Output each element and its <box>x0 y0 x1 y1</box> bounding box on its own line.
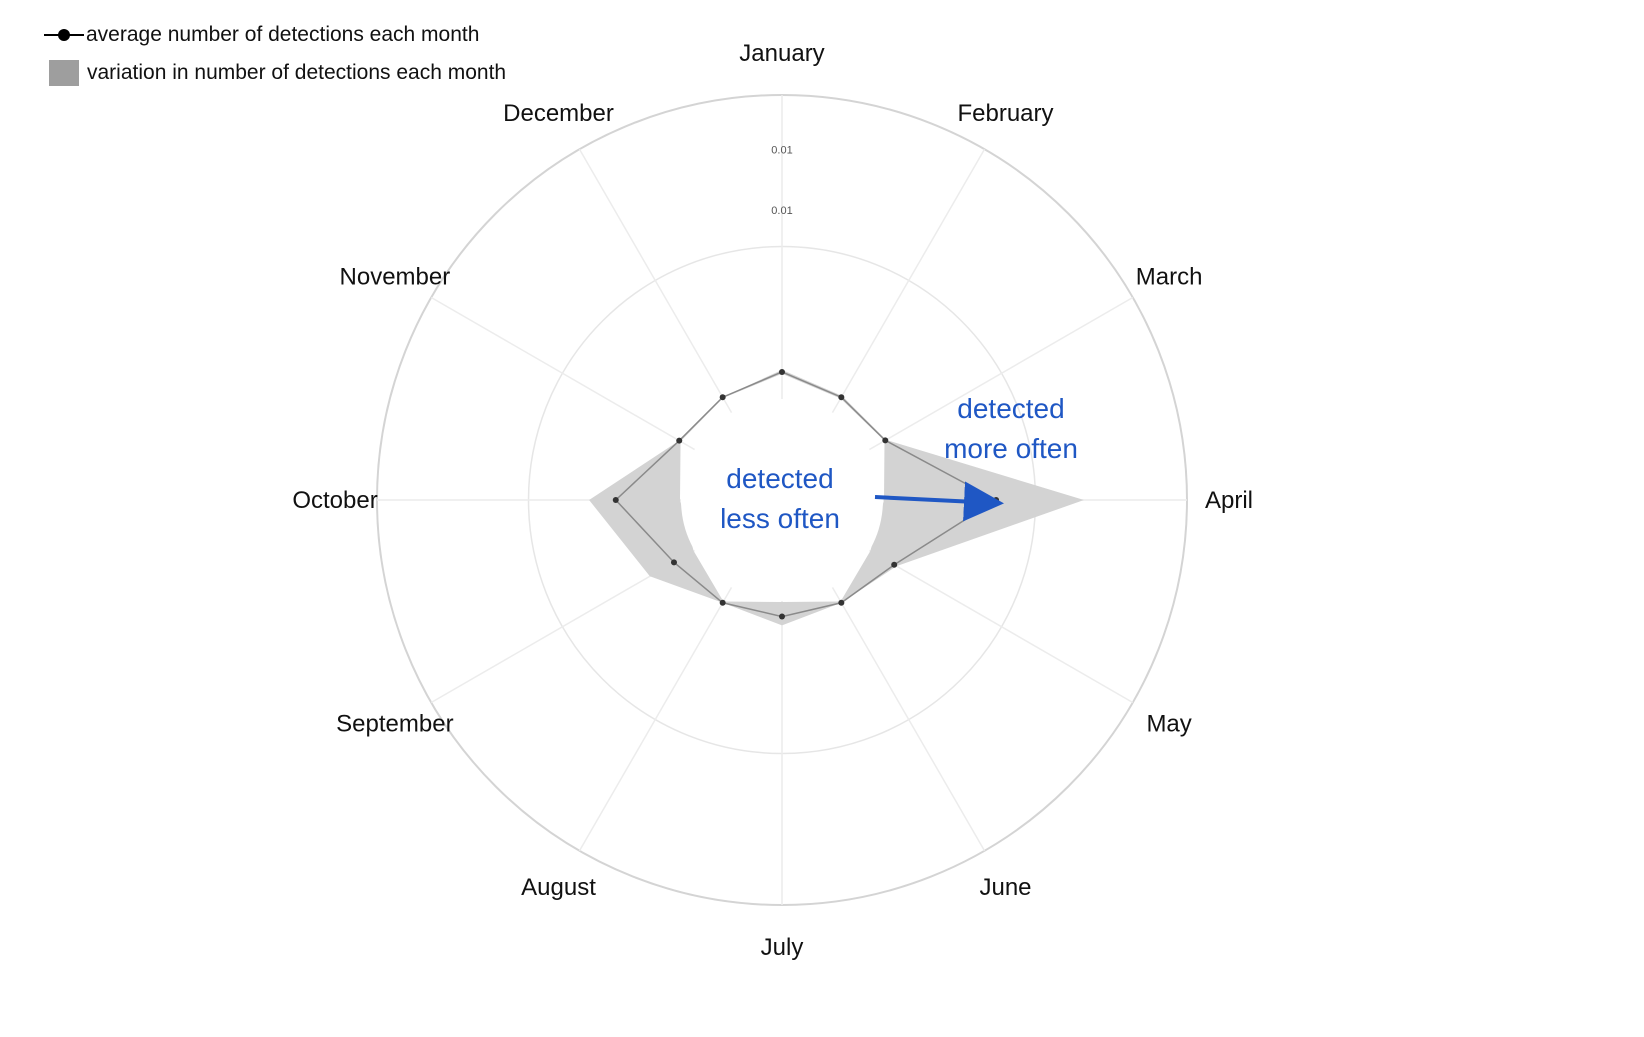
average-point-july <box>779 613 785 620</box>
average-point-december <box>719 394 726 401</box>
legend: average number of detections each month … <box>44 16 506 92</box>
average-point-august <box>719 599 726 606</box>
annotation-more-often: more often <box>944 433 1078 464</box>
month-label-february: February <box>957 100 1053 127</box>
radial-tick-label: 0.01 <box>771 205 792 217</box>
average-point-march <box>882 437 889 444</box>
month-label-november: November <box>340 264 451 291</box>
month-label-january: January <box>739 40 824 67</box>
month-label-august: August <box>521 874 596 901</box>
center-hole <box>681 399 883 601</box>
average-point-november <box>676 437 683 444</box>
annotation-less-often: less often <box>720 503 840 534</box>
annotation-arrow <box>874 481 1004 522</box>
radial-tick-label: 0.01 <box>771 145 792 157</box>
legend-label-average: average number of detections each month <box>86 23 480 46</box>
month-label-december: December <box>503 100 614 127</box>
legend-item-variation: variation in number of detections each m… <box>44 54 506 92</box>
annotation-layer: detected less often detected more often <box>720 393 1078 534</box>
average-point-february <box>838 394 845 401</box>
month-label-may: May <box>1146 711 1191 738</box>
center-hole-layer <box>681 399 883 601</box>
legend-label-variation: variation in number of detections each m… <box>87 61 507 84</box>
legend-item-average: average number of detections each month <box>44 16 506 54</box>
average-point-may <box>891 561 898 568</box>
month-label-layer: January February March April May June July Augu… <box>292 40 1253 961</box>
average-point-june <box>838 599 845 606</box>
month-label-march: March <box>1136 264 1203 291</box>
annotation-more-often: detected <box>957 393 1064 424</box>
month-label-october: October <box>292 487 377 514</box>
line-dot-icon <box>44 25 84 45</box>
month-label-september: September <box>336 711 453 738</box>
gray-swatch-icon <box>49 60 79 86</box>
annotation-less-often: detected <box>726 463 833 494</box>
month-label-july: July <box>761 934 804 961</box>
average-point-september <box>670 559 677 566</box>
month-label-april: April <box>1205 487 1253 514</box>
average-point-january <box>779 368 785 375</box>
month-label-june: June <box>979 874 1031 901</box>
average-point-october <box>612 497 619 503</box>
